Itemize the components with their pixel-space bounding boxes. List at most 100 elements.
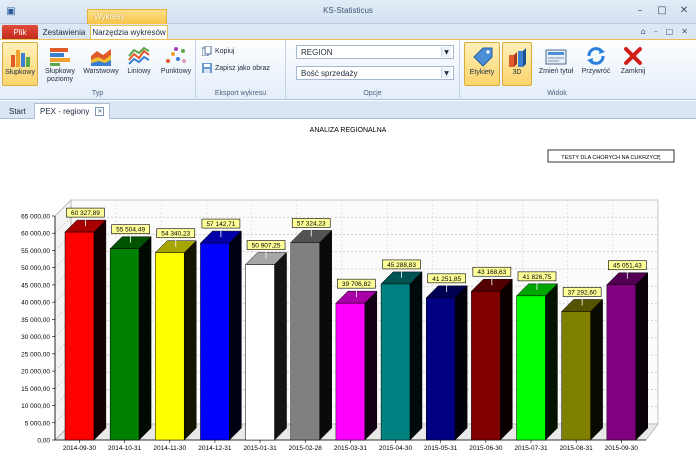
close-chart-button[interactable]: Zamknij xyxy=(616,42,650,86)
ribbon-close-icon[interactable]: ✕ xyxy=(681,27,688,36)
data-label: 37 292,60 xyxy=(568,289,597,296)
x-tick-label: 2015-09-30 xyxy=(605,445,639,452)
bar-side xyxy=(319,229,332,441)
scatter-chart-button[interactable]: Punktowy xyxy=(158,42,194,86)
chevron-down-icon[interactable]: ▼ xyxy=(441,68,451,78)
chevron-down-icon[interactable]: ▼ xyxy=(441,47,451,57)
ribbon-maximize-icon[interactable]: □ xyxy=(665,27,674,36)
context-tab-header: Wykresy xyxy=(87,9,167,24)
bar-side xyxy=(635,272,648,441)
y-tick-label: 45 000,00 xyxy=(21,282,50,289)
area-chart-icon xyxy=(89,44,113,66)
restore-button[interactable]: Przywróć xyxy=(578,42,614,86)
change-title-button[interactable]: Zmień tytuł xyxy=(536,42,576,86)
measure-select[interactable]: Bość sprzedaży ▼ xyxy=(296,66,454,80)
x-tick-label: 2015-03-31 xyxy=(334,445,368,452)
bar-side xyxy=(229,230,242,441)
tag-icon xyxy=(470,45,494,67)
y-tick-label: 60 000,00 xyxy=(21,231,50,238)
y-tick-label: 50 000,00 xyxy=(21,265,50,272)
bar xyxy=(425,297,456,441)
ribbon-group-type: Słupkowy Słupkowy poziomy Warstwowy Lini… xyxy=(0,40,196,100)
y-tick-label: 65 000,00 xyxy=(21,214,50,221)
legend-box xyxy=(547,149,675,163)
doc-tab-pex-regions[interactable]: PEX - regiony ✕ xyxy=(34,103,111,119)
ribbon-tabs: Plik Zestawienia Narzędzia wykresów ⌂ – … xyxy=(0,24,696,39)
group-label-export: Eksport wykresu xyxy=(214,90,267,97)
bar-side xyxy=(93,219,107,441)
bar-chart-button[interactable]: Słupkowy xyxy=(2,42,38,86)
bar xyxy=(109,248,140,441)
line-chart-icon xyxy=(127,44,151,66)
bar-side xyxy=(409,271,423,441)
x-tick-label: 2015-01-31 xyxy=(243,445,277,452)
close-icon xyxy=(621,44,645,66)
data-label-box xyxy=(517,271,557,282)
maximize-icon[interactable]: □ xyxy=(657,4,667,16)
scatter-chart-icon xyxy=(164,44,188,66)
bar xyxy=(471,290,501,441)
tab-chart-tools[interactable]: Narzędzia wykresów xyxy=(90,25,168,39)
line-chart-button[interactable]: Liniowy xyxy=(122,42,156,86)
chart-title: ANALIZA REGIONALNA xyxy=(310,127,387,134)
y-tick-label: 0,00 xyxy=(37,438,50,445)
bar-chart: ANALIZA REGIONALNA TESTY DLA CHORYCH NA C… xyxy=(21,127,675,452)
toggle-3d-button[interactable]: 3D xyxy=(502,42,532,86)
data-label-box xyxy=(291,218,331,228)
save-image-icon xyxy=(202,63,212,73)
data-label-box xyxy=(246,240,286,250)
x-tick-label: 2014-09-30 xyxy=(63,445,97,452)
data-label-box xyxy=(562,287,602,297)
doc-tab-start[interactable]: Start xyxy=(9,106,26,116)
y-tick-label: 25 000,00 xyxy=(21,351,50,358)
chart-area: ANALIZA REGIONALNA TESTY DLA CHORYCH NA C… xyxy=(0,120,696,470)
x-tick-label: 2015-02-28 xyxy=(289,445,323,452)
app-icon[interactable]: ▣ xyxy=(6,5,16,17)
copy-button[interactable]: Kopiuj xyxy=(202,46,234,56)
data-label-box xyxy=(156,228,196,239)
y-tick-label: 10 000,00 xyxy=(21,403,50,410)
y-tick-label: 20 000,00 xyxy=(21,369,50,376)
data-label: 57 142,71 xyxy=(206,221,235,228)
close-tab-icon[interactable]: ✕ xyxy=(95,107,105,116)
region-select[interactable]: REGION ▼ xyxy=(296,45,454,59)
group-label-options: Opcje xyxy=(363,90,382,97)
save-image-button[interactable]: Zapisz jako obraz xyxy=(202,63,270,73)
copy-icon xyxy=(202,46,212,56)
labels-toggle-button[interactable]: Etykiety xyxy=(464,42,500,86)
data-label-box xyxy=(66,207,105,218)
y-tick-label: 15 000,00 xyxy=(21,386,50,393)
ribbon-minimize-icon[interactable]: – xyxy=(653,27,658,36)
tab-sets[interactable]: Zestawienia xyxy=(42,27,86,37)
close-window-icon[interactable]: ✕ xyxy=(679,4,689,16)
data-label-box xyxy=(427,273,466,284)
document-tabs: Start PEX - regiony ✕ xyxy=(0,101,696,119)
bar-side xyxy=(500,278,513,441)
data-label-box xyxy=(472,266,512,277)
data-label: 43 168,63 xyxy=(477,269,506,276)
area-chart-button[interactable]: Warstwowy xyxy=(82,42,120,86)
y-tick-label: 55 000,00 xyxy=(21,248,50,255)
x-tick-label: 2015-08-31 xyxy=(560,445,594,452)
horizontal-bar-chart-button[interactable]: Słupkowy poziomy xyxy=(41,42,79,86)
ribbon-group-export: Kopiuj Zapisz jako obraz Eksport wykresu xyxy=(196,40,286,100)
data-label: 60 327,89 xyxy=(71,210,100,217)
bar-side xyxy=(545,283,558,441)
bar xyxy=(200,242,230,441)
bar xyxy=(245,264,275,441)
y-tick-label: 40 000,00 xyxy=(21,300,50,307)
data-label-box xyxy=(607,260,647,271)
data-label: 41 251,85 xyxy=(432,276,461,283)
data-label: 57 324,23 xyxy=(297,220,326,227)
legend-label: TESTY DLA CHORYCH NA CUKRZYCĘ xyxy=(561,155,661,161)
ribbon-group-options: REGION ▼ Bość sprzedaży ▼ Opcje xyxy=(286,40,460,100)
x-tick-label: 2014-11-30 xyxy=(153,445,186,452)
bar-side xyxy=(183,240,197,441)
tab-file[interactable]: Plik xyxy=(2,25,38,39)
minimize-icon[interactable]: – xyxy=(637,4,643,16)
ribbon-restore-icon[interactable]: ⌂ xyxy=(640,27,646,36)
bar-side xyxy=(274,251,287,441)
x-tick-label: 2015-05-31 xyxy=(424,445,458,452)
x-tick-label: 2015-04-30 xyxy=(379,445,413,452)
bar xyxy=(290,242,320,441)
